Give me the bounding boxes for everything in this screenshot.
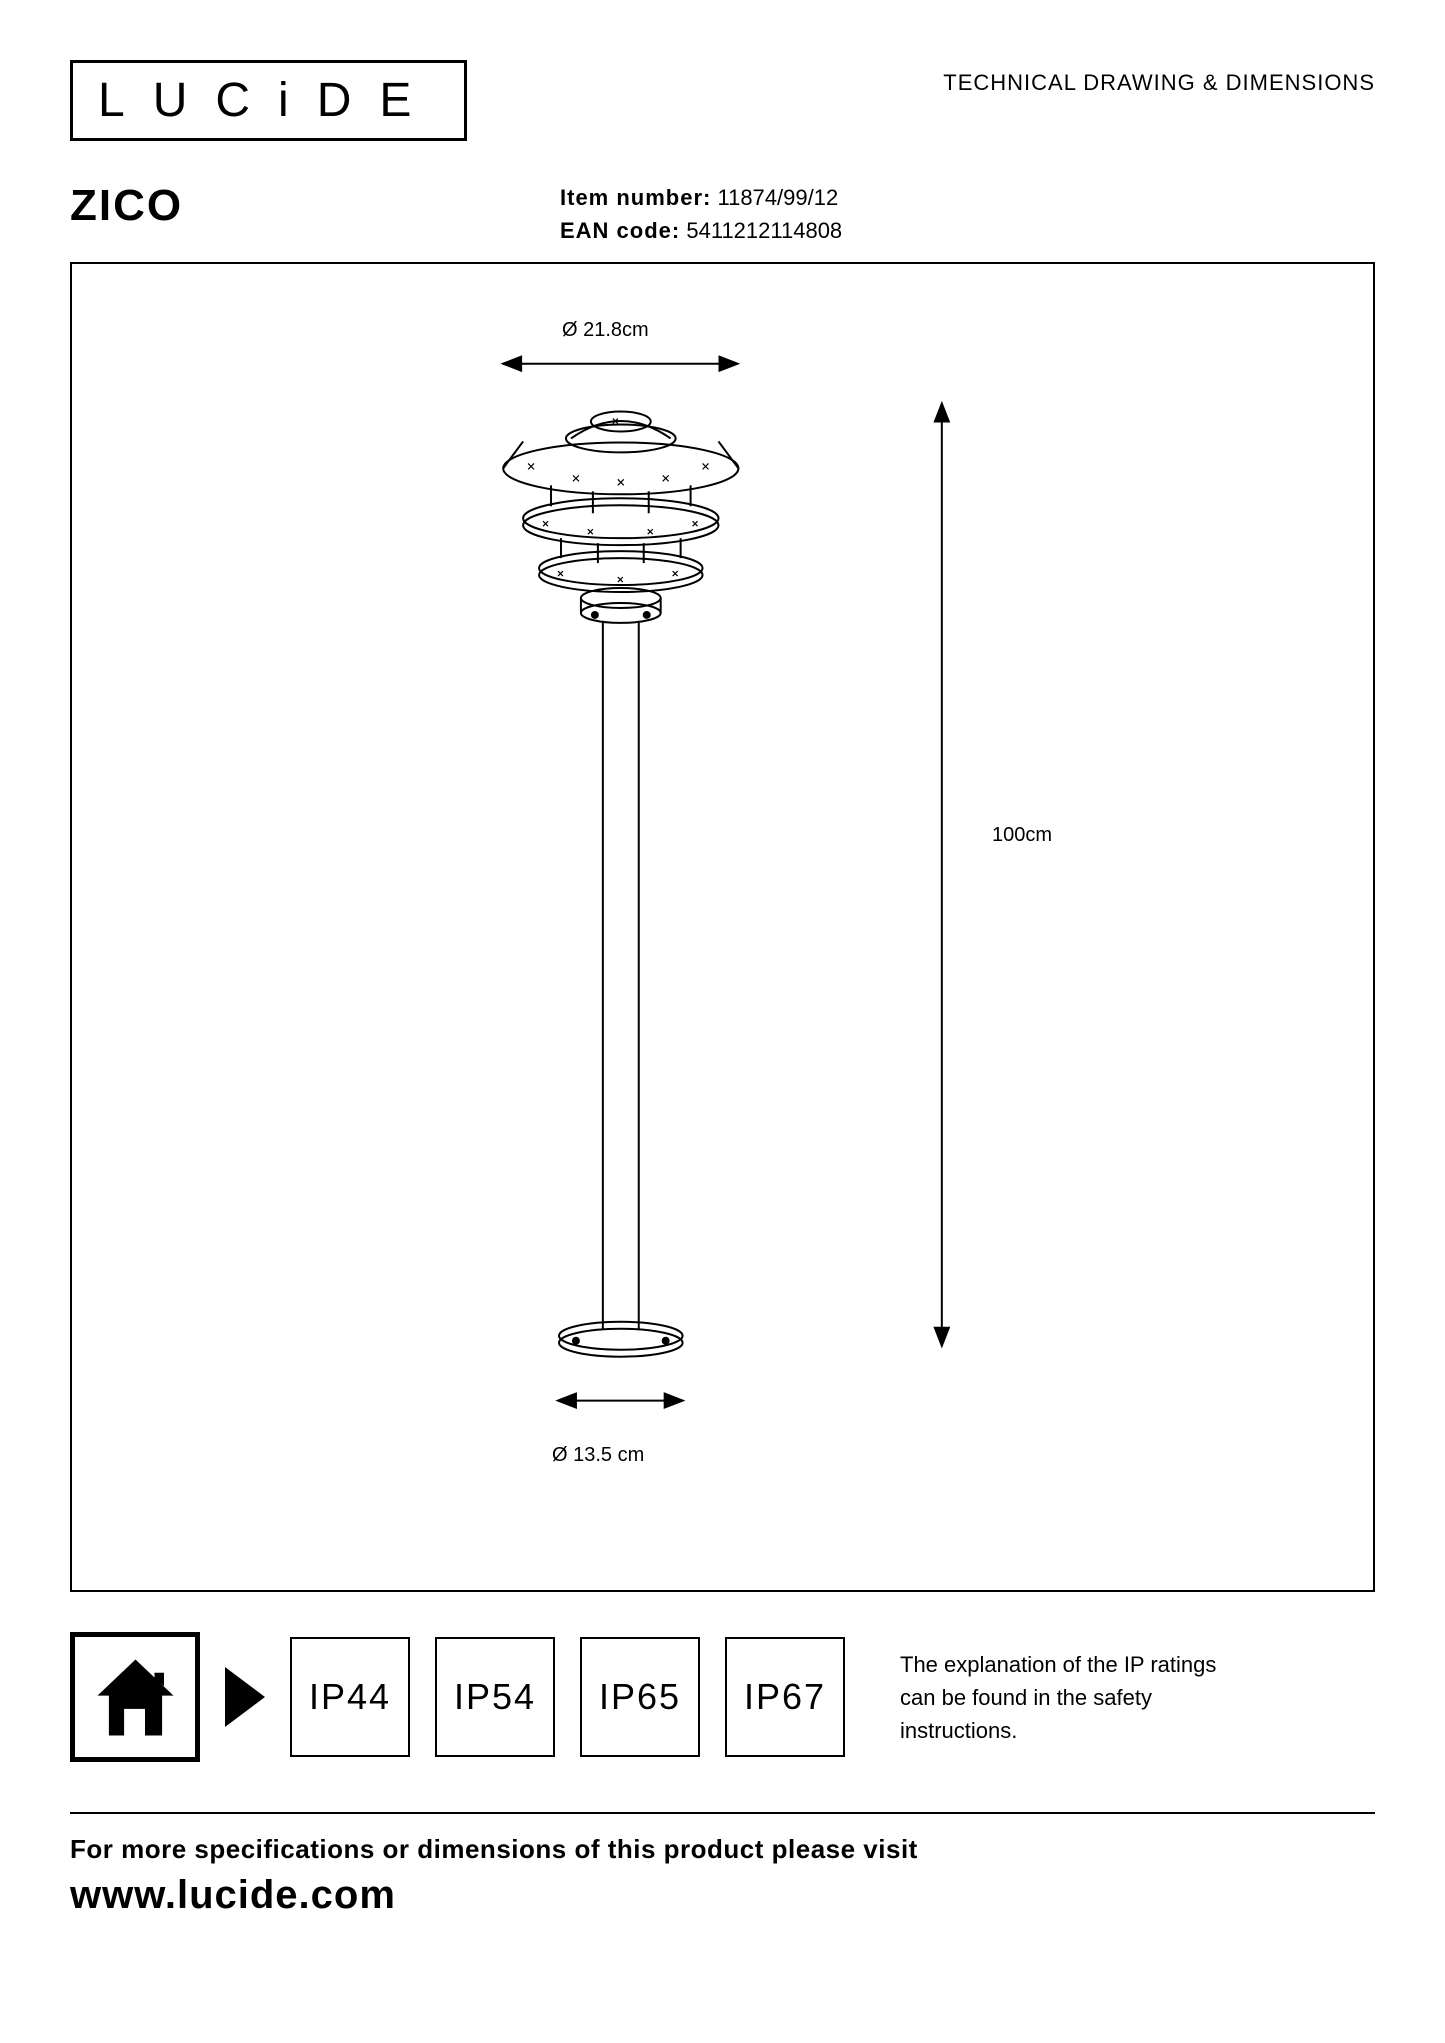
ean-value: 5411212114808 bbox=[686, 218, 842, 243]
outdoor-house-icon bbox=[70, 1632, 200, 1762]
ip-badge: IP65 bbox=[580, 1637, 700, 1757]
ip-badge-label: IP44 bbox=[309, 1676, 391, 1718]
ip-badge: IP54 bbox=[435, 1637, 555, 1757]
header-row: LUCiDE TECHNICAL DRAWING & DIMENSIONS bbox=[70, 60, 1375, 141]
footer-divider bbox=[70, 1812, 1375, 1814]
item-number-label: Item number: bbox=[560, 185, 711, 210]
ip-badge-label: IP54 bbox=[454, 1676, 536, 1718]
ip-badge: IP67 bbox=[725, 1637, 845, 1757]
technical-drawing-svg bbox=[72, 264, 1373, 1590]
footer-url: www.lucide.com bbox=[70, 1873, 1375, 1918]
ean-label: EAN code: bbox=[560, 218, 680, 243]
brand-logo-text: LUCiDE bbox=[98, 74, 439, 127]
item-meta: Item number: 11874/99/12 EAN code: 54112… bbox=[560, 181, 842, 247]
ip-badge: IP44 bbox=[290, 1637, 410, 1757]
item-number-value: 11874/99/12 bbox=[717, 185, 838, 210]
technical-drawing-frame: Ø 21.8cm 100cm Ø 13.5 cm bbox=[70, 262, 1375, 1592]
product-name: ZICO bbox=[70, 181, 560, 231]
footer-text: For more specifications or dimensions of… bbox=[70, 1834, 1375, 1865]
arrow-right-icon bbox=[225, 1667, 265, 1727]
ip-ratings-row: IP44 IP54 IP65 IP67 The explanation of t… bbox=[70, 1632, 1375, 1762]
ip-badge-label: IP67 bbox=[744, 1676, 826, 1718]
ip-ratings-note: The explanation of the IP ratings can be… bbox=[900, 1648, 1220, 1747]
header-label: TECHNICAL DRAWING & DIMENSIONS bbox=[943, 70, 1375, 96]
ip-badge-label: IP65 bbox=[599, 1676, 681, 1718]
brand-logo: LUCiDE bbox=[70, 60, 467, 141]
title-row: ZICO Item number: 11874/99/12 EAN code: … bbox=[70, 181, 1375, 247]
